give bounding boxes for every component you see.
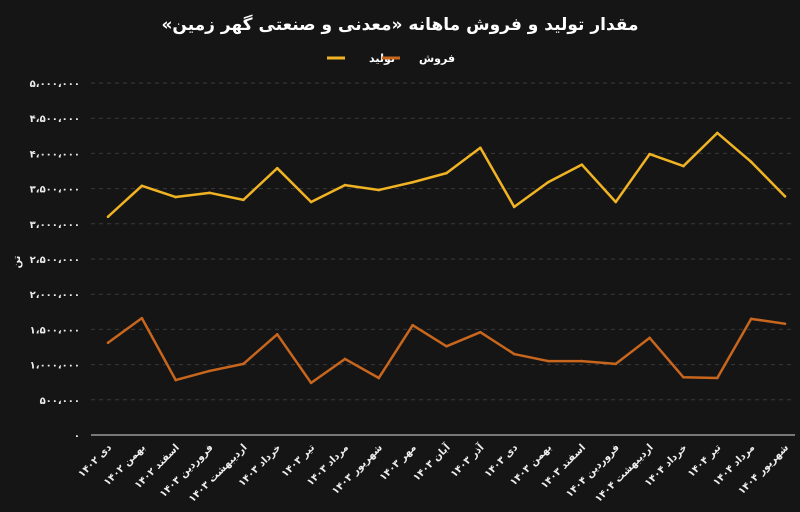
data-point [512, 205, 516, 209]
y-tick-label: ۵،۰۰۰،۰۰۰ [30, 79, 80, 90]
data-point [716, 131, 719, 135]
data-point [546, 180, 550, 184]
data-point [174, 195, 177, 199]
data-point [479, 146, 482, 150]
data-point [275, 166, 279, 170]
y-tick-label: ۴،۵۰۰،۰۰۰ [30, 114, 80, 125]
x-tick-label: آبان ۱۴۰۳ [410, 441, 453, 484]
data-point [512, 352, 516, 356]
series-lines [106, 131, 787, 385]
data-point [242, 362, 245, 366]
data-point [174, 378, 177, 382]
y-axis-label: تن [12, 255, 23, 268]
data-point [106, 341, 110, 345]
data-point [140, 184, 144, 188]
series-line-production [107, 131, 786, 218]
data-point [580, 163, 584, 166]
data-point [614, 200, 618, 204]
data-point [614, 362, 618, 366]
data-point [309, 200, 313, 204]
y-tick-label: ۲،۵۰۰،۰۰۰ [30, 255, 80, 266]
data-point [106, 215, 110, 219]
data-point [140, 316, 144, 320]
data-point [242, 198, 245, 202]
data-point [377, 188, 381, 192]
data-point [343, 357, 347, 361]
y-tick-label: ۴،۰۰۰،۰۰۰ [30, 149, 80, 160]
data-point [716, 376, 719, 380]
data-point [343, 183, 347, 187]
data-point [648, 152, 651, 156]
legend-label: فروش [419, 52, 455, 65]
data-point [445, 344, 448, 348]
data-point [783, 322, 787, 326]
data-point [377, 376, 381, 380]
data-point [682, 164, 685, 168]
data-point [309, 381, 313, 385]
y-tick-label: ۱،۰۰۰،۰۰۰ [30, 361, 80, 372]
legend: تولیدفروش [327, 52, 455, 65]
data-point [749, 317, 753, 321]
data-point [580, 359, 584, 363]
chart-title: مقدار تولید و فروش ماهانه «معدنی و صنعتی… [161, 14, 638, 35]
y-axis: ۰ ۵۰۰،۰۰۰ ۱،۰۰۰،۰۰۰ ۱،۵۰۰،۰۰۰ ۲،۰۰۰،۰۰۰ ۲،۵۰۰… [30, 79, 80, 442]
y-tick-label: ۱،۵۰۰،۰۰۰ [30, 325, 80, 336]
data-point [479, 330, 482, 334]
data-point [275, 333, 279, 336]
data-point [208, 369, 211, 373]
series-line-sales [107, 316, 786, 385]
y-tick-label: ۳،۵۰۰،۰۰۰ [30, 185, 80, 196]
data-point [682, 375, 685, 379]
y-tick-label: ۳،۰۰۰،۰۰۰ [30, 220, 80, 231]
data-point [546, 359, 550, 363]
y-tick-label: ۲،۰۰۰،۰۰۰ [30, 290, 80, 301]
data-point [783, 195, 787, 198]
data-point [411, 180, 414, 184]
x-tick-label: آذر ۱۴۰۳ [447, 441, 486, 480]
data-point [445, 171, 448, 175]
data-point [411, 323, 414, 327]
y-tick-label: ۰ [74, 431, 80, 442]
x-tick-label: اردیبهشت ۱۴۰۴ [593, 442, 656, 505]
gridlines [91, 82, 795, 436]
data-point [749, 160, 753, 164]
data-point [208, 191, 211, 195]
data-point [648, 336, 651, 340]
x-tick-label: اردیبهشت ۱۴۰۳ [187, 442, 250, 505]
y-tick-label: ۵۰۰،۰۰۰ [40, 396, 80, 407]
